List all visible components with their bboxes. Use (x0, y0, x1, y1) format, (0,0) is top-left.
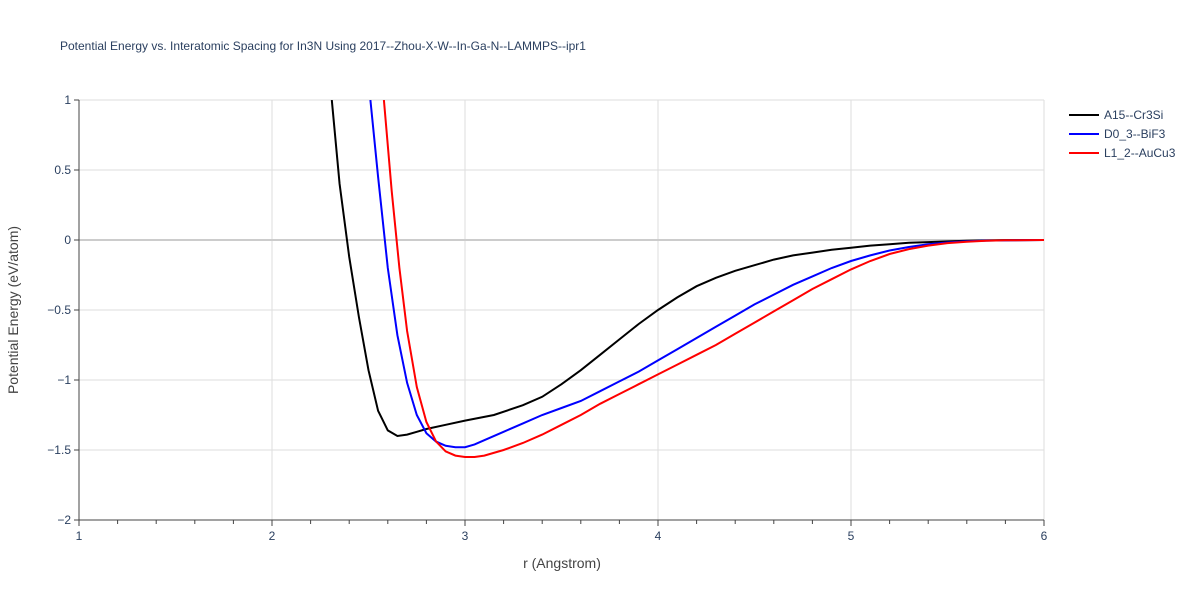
x-tick-label: 3 (462, 529, 469, 543)
y-tick-label: −2 (57, 513, 71, 527)
y-tick-label: −1 (57, 373, 71, 387)
x-tick-label: 6 (1041, 529, 1048, 543)
y-tick-label: 0.5 (54, 163, 71, 177)
y-tick-label: 1 (64, 93, 71, 107)
x-tick-label: 5 (848, 529, 855, 543)
x-axis-title: r (Angstrom) (523, 555, 601, 571)
series-line-2 (382, 100, 1044, 458)
y-tick-label: −1.5 (47, 443, 71, 457)
y-tick-label: 0 (64, 233, 71, 247)
legend-item-0[interactable]: A15--Cr3Si (1069, 108, 1163, 122)
legend-label: L1_2--AuCu3 (1104, 146, 1176, 160)
legend-item-2[interactable]: L1_2--AuCu3 (1069, 146, 1176, 160)
legend-item-1[interactable]: D0_3--BiF3 (1069, 127, 1166, 141)
series-line-0 (330, 100, 1044, 438)
y-axis-title: Potential Energy (eV/atom) (5, 226, 21, 394)
axes: 1 2 3 4 5 6 −2 −1.5 −1 −0.5 0 0.5 1 (47, 93, 1047, 543)
series-line-1 (369, 100, 1044, 449)
x-tick-label: 4 (655, 529, 662, 543)
legend-label: D0_3--BiF3 (1104, 127, 1166, 141)
legend[interactable]: A15--Cr3Si D0_3--BiF3 L1_2--AuCu3 (1069, 108, 1176, 160)
x-tick-label: 1 (76, 529, 83, 543)
y-tick-label: −0.5 (47, 303, 71, 317)
chart-title: Potential Energy vs. Interatomic Spacing… (60, 39, 586, 53)
x-tick-label: 2 (269, 529, 276, 543)
grid (79, 99, 1045, 520)
plot-area (330, 100, 1044, 458)
legend-label: A15--Cr3Si (1104, 108, 1163, 122)
